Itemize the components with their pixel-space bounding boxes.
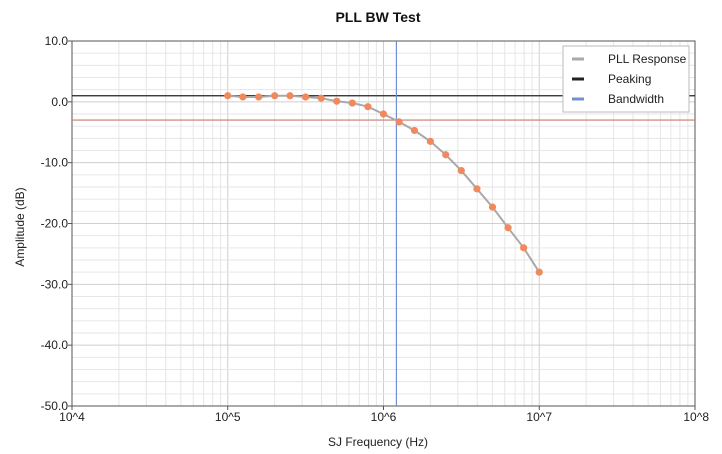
series-layer <box>224 92 543 276</box>
pll-response-point <box>473 185 481 193</box>
pll-response-point <box>317 94 325 102</box>
y-axis-title: Amplitude (dB) <box>13 187 27 266</box>
legend: PLL Response Peaking Bandwidth <box>562 45 690 113</box>
pll-response-point <box>535 268 543 276</box>
pll-response-point <box>395 118 403 126</box>
y-tick-label: -50.0 <box>41 399 69 413</box>
pll-response-point <box>224 92 232 100</box>
x-tick-label: 10^8 <box>683 410 709 424</box>
pll-response-point <box>255 93 263 101</box>
pll-response-point <box>286 92 294 100</box>
pll-response-point <box>333 97 341 105</box>
pll-response-point <box>520 244 528 252</box>
y-tick-label: -10.0 <box>41 156 69 170</box>
pll-response-point <box>379 110 388 118</box>
legend-label-bandwidth: Bandwidth <box>608 92 664 106</box>
pll-response-point <box>271 92 279 100</box>
pll-response-point <box>488 203 497 211</box>
x-tick-label: 10^7 <box>526 410 552 424</box>
y-tick-label: -20.0 <box>41 217 69 231</box>
legend-label-peaking: Peaking <box>608 72 651 86</box>
pll-response-point <box>364 103 372 111</box>
legend-label-pll-response: PLL Response <box>608 52 687 66</box>
pll-response-point <box>301 93 310 101</box>
x-tick-label: 10^5 <box>215 410 241 424</box>
y-axis-ticks: 10.0 0.0 -10.0 -20.0 -30.0 -40.0 -50.0 <box>41 34 72 413</box>
y-tick-label: 0.0 <box>51 95 68 109</box>
pll-response-point <box>504 224 512 232</box>
pll-response-point <box>239 93 247 101</box>
chart-title: PLL BW Test <box>335 9 420 25</box>
pll-response-point <box>410 126 419 135</box>
x-axis-title: SJ Frequency (Hz) <box>328 435 428 449</box>
pll-response-point <box>442 151 450 159</box>
x-tick-label: 10^4 <box>59 410 85 424</box>
pll-response-point <box>348 99 356 107</box>
grid <box>71 40 695 407</box>
y-tick-label: -40.0 <box>41 338 69 352</box>
x-tick-label: 10^6 <box>371 410 397 424</box>
pll-response-point <box>457 166 465 175</box>
x-axis-ticks: 10^4 10^5 10^6 10^7 10^8 <box>59 406 709 424</box>
y-tick-label: 10.0 <box>45 34 69 48</box>
pll-response-point <box>426 137 434 145</box>
y-tick-label: -30.0 <box>41 277 69 291</box>
